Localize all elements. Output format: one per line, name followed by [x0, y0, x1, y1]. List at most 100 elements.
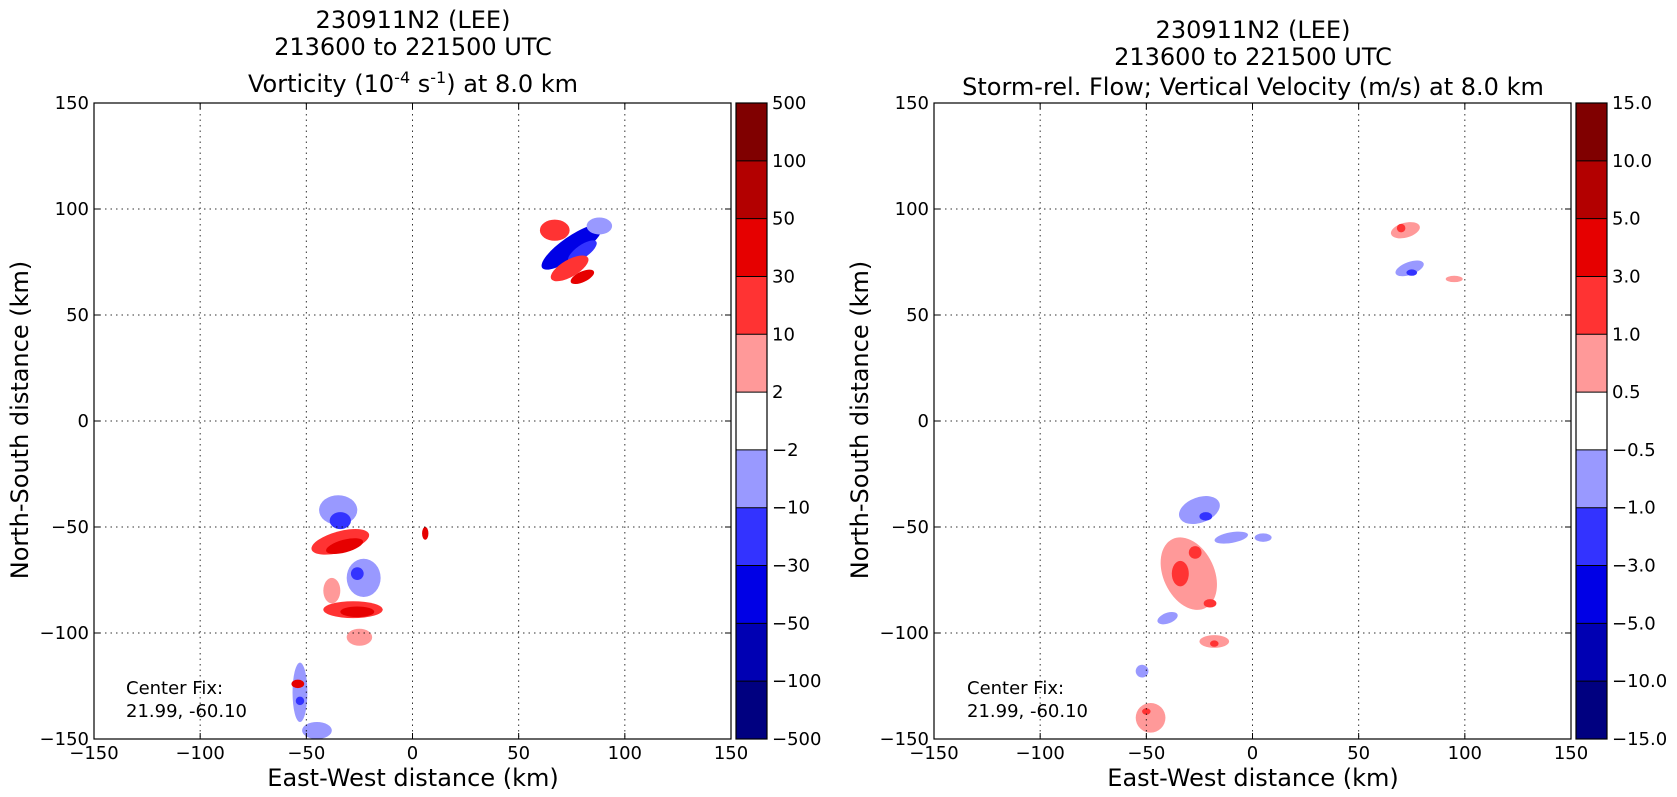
colorbar-segment [1576, 276, 1607, 335]
colorbar-segment [1576, 218, 1607, 277]
contour-patch [1188, 546, 1202, 559]
y-tick-label: 150 [55, 93, 89, 114]
chart-title-line-2: 213600 to 221500 UTC [1114, 43, 1392, 71]
colorbar-tick-label: −15.0 [1612, 729, 1667, 750]
y-tick-label: 150 [895, 93, 929, 114]
contour-patch [1406, 269, 1418, 276]
y-tick-label: −50 [891, 517, 929, 538]
x-tick-label: 50 [507, 743, 530, 764]
y-tick-label: 50 [66, 305, 89, 326]
colorbar-tick-label: 15.0 [1612, 93, 1652, 114]
colorbar-frame [1575, 102, 1608, 740]
chart-title-line-1: 230911N2 (LEE) [1156, 16, 1351, 44]
colorbar-segment [736, 681, 767, 739]
colorbar-tick-label: 50 [772, 209, 795, 230]
y-tick-label: −50 [51, 517, 89, 538]
x-axis-label: East-West distance (km) [267, 764, 558, 792]
contour-patch [1210, 640, 1219, 647]
colorbar-tick-label: 0.5 [1612, 382, 1641, 403]
contour-patch [326, 538, 364, 554]
colorbar-segment [1576, 334, 1607, 393]
x-tick-label: 0 [1247, 743, 1258, 764]
x-tick-label: −100 [1015, 743, 1064, 764]
colorbar-segment [736, 565, 767, 624]
x-tick-label: −150 [69, 743, 118, 764]
colorbar-tick-label: 5.0 [1612, 209, 1641, 230]
colorbar-tick-label: 2 [772, 382, 783, 403]
contour-patch [1396, 223, 1406, 233]
center-fix-label: Center Fix: [126, 678, 223, 699]
y-tick-label: 0 [78, 411, 89, 432]
y-tick-label: 100 [55, 199, 89, 220]
contour-patch [541, 224, 602, 270]
colorbar-segment [736, 507, 767, 566]
contour-patch [586, 217, 613, 235]
contour-patch [323, 577, 341, 604]
x-tick-label: −50 [1127, 743, 1165, 764]
colorbar-segment [1576, 681, 1607, 739]
colorbar-tick-label: −0.5 [1612, 440, 1656, 461]
x-tick-label: 0 [407, 743, 418, 764]
contour-patch [292, 662, 308, 723]
y-tick-label: 0 [918, 411, 929, 432]
x-tick-label: −50 [287, 743, 325, 764]
contour-patch [1214, 531, 1249, 544]
contour-field [291, 217, 613, 739]
y-axis-label: North-South distance (km) [846, 261, 874, 580]
colorbar-tick-label: −50 [772, 613, 810, 634]
colorbar-tick-label: −10.0 [1612, 671, 1667, 692]
colorbar-segment [1576, 392, 1607, 450]
title-part: Vorticity (10 [248, 70, 394, 98]
colorbar-tick-label: 30 [772, 266, 795, 287]
colorbar-tick-label: −5.0 [1612, 613, 1656, 634]
colorbar-segment [1576, 623, 1607, 682]
y-tick-label: 100 [895, 199, 929, 220]
contour-patch [346, 558, 381, 597]
contour-patch [1157, 611, 1178, 625]
contour-patch [295, 696, 305, 706]
y-tick-label: −150 [40, 729, 89, 750]
vertical-velocity-colorbar: −15.0 −10.0 −5.0 −3.0 −1.0 −0.5 0.5 1.0 3.0 5.0 10… [1575, 93, 1667, 750]
colorbar-tick-label: 10 [772, 324, 795, 345]
vorticity-colorbar: −500 −100 −50 −30 −10 −2 2 10 30 50 100 500 [735, 93, 821, 750]
colorbar-segment [736, 218, 767, 277]
y-tick-label: −100 [40, 623, 89, 644]
colorbar-segment [1576, 565, 1607, 624]
colorbar-tick-label: −100 [772, 671, 821, 692]
vorticity-plot-area: −150 −100 −50 0 50 100 150 −150 −100 −50 0 50 100 150 [40, 93, 749, 764]
vertical-velocity-plot-area: −150 −100 −50 0 50 100 150 −150 −100 −50 0 50 100 150 [880, 93, 1589, 764]
colorbar-segment [736, 103, 767, 161]
contour-patch [1199, 512, 1213, 521]
colorbar-tick-label: 500 [772, 93, 806, 114]
chart-title-line-1: 230911N2 (LEE) [316, 6, 511, 34]
contour-patch [291, 679, 305, 689]
contour-patch [422, 527, 429, 540]
colorbar-segment [1576, 160, 1607, 219]
chart-title-line-3: Vorticity (10-4 s-1) at 8.0 km [248, 68, 578, 98]
colorbar-tick-label: 1.0 [1612, 324, 1641, 345]
colorbar-tick-label: −500 [772, 729, 821, 750]
colorbar-frame [735, 102, 768, 740]
colorbar-segment [1576, 449, 1607, 508]
colorbar-segment [1576, 507, 1607, 566]
contour-patch [1445, 275, 1463, 283]
vorticity-panel: 230911N2 (LEE) 213600 to 221500 UTC Vort… [6, 6, 821, 792]
x-tick-label: −150 [909, 743, 958, 764]
contour-patch [1395, 260, 1424, 277]
contour-patch [1203, 599, 1217, 608]
y-tick-label: −150 [880, 729, 929, 750]
contour-patch [346, 628, 373, 646]
colorbar-tick-label: −3.0 [1612, 556, 1656, 577]
colorbar-tick-label: 3.0 [1612, 266, 1641, 287]
x-tick-label: 150 [1554, 743, 1588, 764]
center-fix-coords: 21.99, -60.10 [967, 701, 1088, 722]
plot-background [934, 103, 1571, 739]
contour-field [1135, 222, 1463, 733]
contour-patch [340, 606, 375, 618]
x-tick-label: 100 [608, 743, 642, 764]
colorbar-segment [736, 276, 767, 335]
contour-patch [1254, 533, 1272, 542]
center-fix-label: Center Fix: [967, 678, 1064, 699]
chart-title-line-3: Storm-rel. Flow; Vertical Velocity (m/s)… [962, 73, 1544, 101]
